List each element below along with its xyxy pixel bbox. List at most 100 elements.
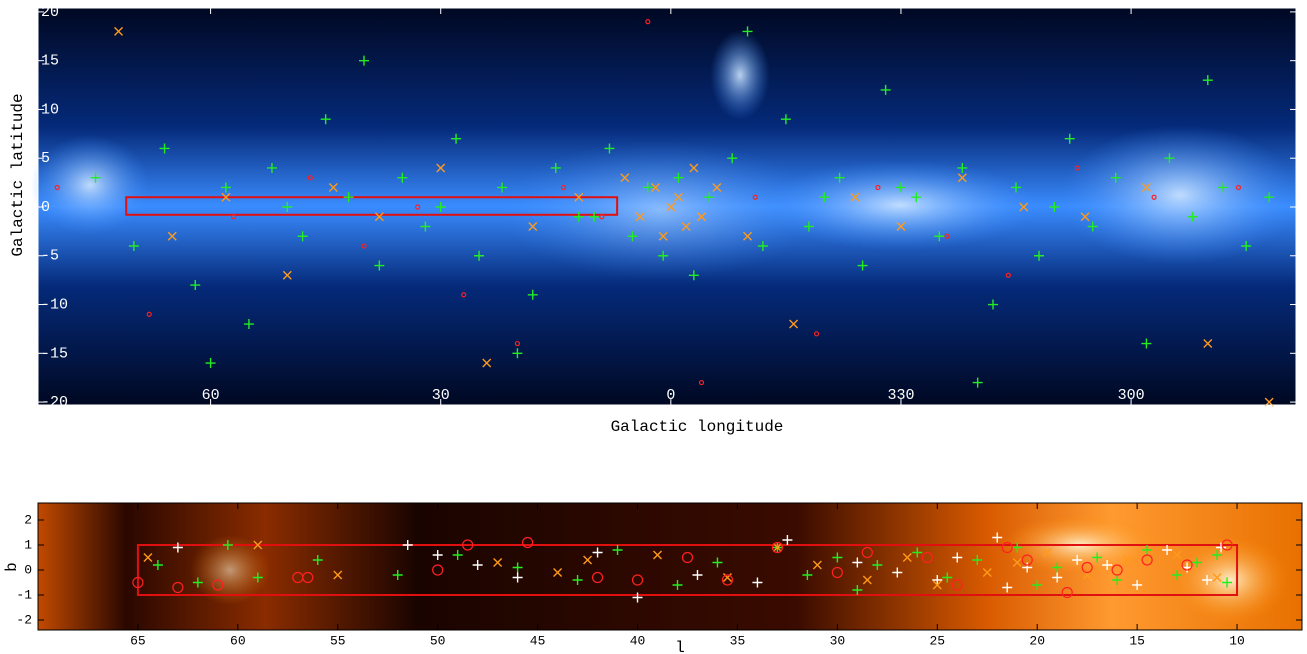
marker xyxy=(132,576,144,589)
marker xyxy=(812,560,822,570)
y-tick-label: 20 xyxy=(41,4,59,21)
marker xyxy=(635,212,645,222)
marker xyxy=(589,211,600,222)
marker xyxy=(550,162,561,173)
marker xyxy=(528,222,538,231)
marker xyxy=(942,572,953,583)
marker xyxy=(190,280,201,291)
marker xyxy=(128,241,139,252)
marker xyxy=(681,551,694,564)
marker xyxy=(832,552,843,563)
marker xyxy=(574,192,584,202)
marker xyxy=(432,550,443,560)
marker xyxy=(692,570,703,580)
marker xyxy=(782,535,793,545)
marker xyxy=(221,192,231,202)
marker xyxy=(1042,548,1052,557)
marker xyxy=(852,585,863,595)
x-tick-label: 30 xyxy=(830,633,846,648)
marker xyxy=(875,184,881,191)
marker xyxy=(159,143,170,154)
marker xyxy=(1141,554,1153,566)
marker xyxy=(752,194,758,200)
marker xyxy=(972,555,983,565)
marker xyxy=(90,172,101,183)
marker xyxy=(689,163,699,173)
marker xyxy=(146,311,152,317)
marker xyxy=(512,562,523,573)
y-tick-label: -2 xyxy=(16,612,32,627)
marker xyxy=(831,566,843,579)
marker xyxy=(243,319,254,330)
marker xyxy=(688,270,699,281)
marker xyxy=(333,570,343,580)
marker xyxy=(650,182,660,192)
marker xyxy=(992,532,1003,543)
marker xyxy=(1061,586,1073,599)
marker xyxy=(522,536,534,549)
marker xyxy=(850,192,860,202)
marker xyxy=(952,552,963,563)
marker xyxy=(1181,559,1193,571)
marker xyxy=(231,214,237,220)
marker xyxy=(982,568,992,577)
y-tick-label: -20 xyxy=(41,394,68,411)
marker xyxy=(1032,580,1043,590)
marker xyxy=(712,182,722,192)
marker xyxy=(54,184,60,191)
marker xyxy=(374,212,384,222)
markers xyxy=(132,532,1233,603)
y-tick-label: 0 xyxy=(24,562,32,577)
y-tick-label: 2 xyxy=(24,512,32,527)
plot-frame xyxy=(37,502,1303,631)
marker xyxy=(1192,557,1203,568)
marker xyxy=(359,55,370,66)
marker xyxy=(1052,562,1063,573)
marker xyxy=(1005,272,1011,278)
marker xyxy=(1112,575,1123,585)
marker xyxy=(1221,539,1233,551)
marker xyxy=(462,539,474,551)
marker xyxy=(697,212,707,222)
marker xyxy=(312,555,323,565)
marker xyxy=(1216,542,1227,553)
marker xyxy=(666,202,676,212)
y-tick-label: -10 xyxy=(41,296,68,313)
marker xyxy=(1141,338,1152,349)
x-tick-label: 300 xyxy=(1118,387,1145,404)
marker xyxy=(1241,241,1252,252)
marker xyxy=(722,573,732,582)
marker xyxy=(911,192,922,203)
marker xyxy=(1264,192,1275,203)
marker xyxy=(302,571,314,584)
marker xyxy=(896,222,906,231)
marker xyxy=(1081,561,1093,574)
marker xyxy=(512,572,523,583)
marker xyxy=(957,162,968,173)
marker xyxy=(1019,202,1029,212)
marker xyxy=(658,231,668,241)
x-tick-label: 60 xyxy=(202,387,220,404)
marker xyxy=(721,574,734,586)
marker xyxy=(704,192,715,203)
marker xyxy=(172,581,184,594)
marker xyxy=(1034,250,1045,261)
y-tick-label: -15 xyxy=(41,345,68,362)
marker xyxy=(862,575,872,585)
marker xyxy=(573,211,584,222)
marker xyxy=(143,553,153,562)
marker xyxy=(328,182,338,192)
marker xyxy=(861,546,873,559)
marker xyxy=(1172,550,1182,560)
marker xyxy=(612,545,623,555)
marker xyxy=(681,222,691,231)
x-tick-label: 55 xyxy=(330,633,346,648)
marker xyxy=(698,379,705,386)
marker xyxy=(472,560,483,570)
marker xyxy=(392,570,403,580)
y-tick-label: 15 xyxy=(41,53,59,70)
marker xyxy=(902,553,912,562)
marker xyxy=(1182,562,1193,573)
marker xyxy=(653,550,663,560)
marker xyxy=(1142,545,1153,555)
